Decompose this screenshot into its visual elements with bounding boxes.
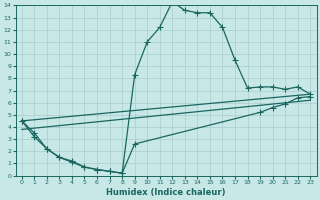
X-axis label: Humidex (Indice chaleur): Humidex (Indice chaleur) xyxy=(106,188,226,197)
